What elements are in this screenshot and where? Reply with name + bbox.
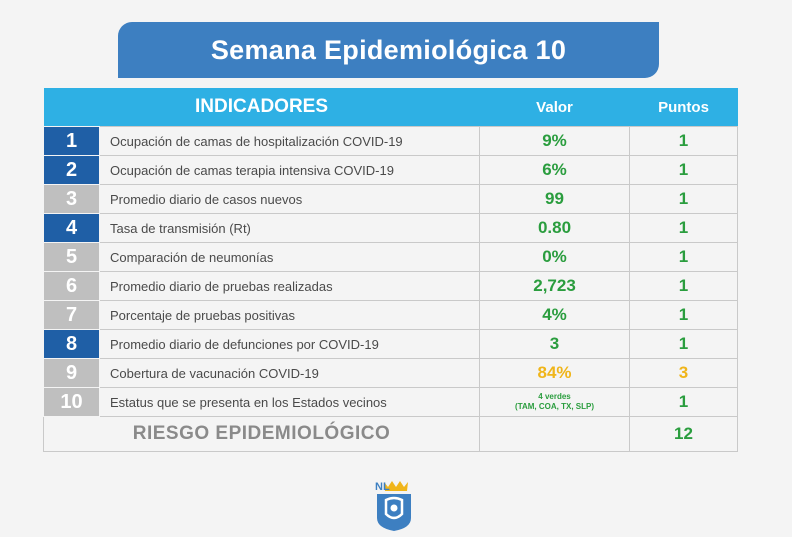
total-label: RIESGO EPIDEMIOLÓGICO — [42, 416, 481, 452]
indicator-label: Cobertura de vacunación COVID-19 — [98, 358, 481, 388]
indicator-value: 0% — [479, 242, 631, 272]
neighbor-states-list: (TAM, COA, TX, SLP) — [515, 402, 594, 411]
total-value-empty — [479, 416, 631, 452]
indicators-table: INDICADORES Valor Puntos 1 Ocupación de … — [42, 88, 739, 452]
indicator-label: Promedio diario de pruebas realizadas — [98, 271, 481, 301]
logo-text: NL — [375, 481, 390, 493]
indicator-label: Ocupación de camas terapia intensiva COV… — [98, 155, 481, 185]
row-number: 6 — [43, 271, 100, 301]
indicator-value: 4 verdes (TAM, COA, TX, SLP) — [479, 387, 631, 417]
indicator-points: 1 — [629, 387, 739, 417]
row-number: 5 — [43, 242, 100, 272]
indicator-label: Ocupación de camas de hospitalización CO… — [98, 126, 481, 156]
table-row: 1 Ocupación de camas de hospitalización … — [43, 126, 739, 156]
indicators-table-container: INDICADORES Valor Puntos 1 Ocupación de … — [42, 88, 739, 452]
row-number: 2 — [43, 155, 100, 185]
table-row: 9 Cobertura de vacunación COVID-19 84% 3 — [43, 358, 739, 388]
indicator-label: Promedio diario de defunciones por COVID… — [98, 329, 481, 359]
page-title: Semana Epidemiológica 10 — [118, 22, 659, 78]
row-number: 1 — [43, 126, 100, 156]
indicator-value: 84% — [479, 358, 631, 388]
total-points: 12 — [629, 416, 739, 452]
indicator-label: Tasa de transmisión (Rt) — [98, 213, 481, 243]
indicator-points: 1 — [629, 126, 739, 156]
indicator-value: 4% — [479, 300, 631, 330]
neighbor-states-count: 4 verdes — [538, 392, 571, 401]
indicator-points: 1 — [629, 300, 739, 330]
indicator-value: 9% — [479, 126, 631, 156]
indicator-value: 0.80 — [479, 213, 631, 243]
indicator-points: 3 — [629, 358, 739, 388]
indicator-points: 1 — [629, 155, 739, 185]
row-number: 3 — [43, 184, 100, 214]
header-indicators: INDICADORES — [43, 88, 480, 127]
indicator-value: 99 — [479, 184, 631, 214]
indicator-value: 6% — [479, 155, 631, 185]
indicator-label: Comparación de neumonías — [98, 242, 481, 272]
nuevo-leon-shield-icon: NL — [374, 478, 414, 532]
row-number: 10 — [43, 387, 100, 417]
row-number: 7 — [43, 300, 100, 330]
table-row: 7 Porcentaje de pruebas positivas 4% 1 — [43, 300, 739, 330]
table-row: 4 Tasa de transmisión (Rt) 0.80 1 — [43, 213, 739, 243]
indicator-points: 1 — [629, 213, 739, 243]
row-number: 8 — [43, 329, 100, 359]
indicator-points: 1 — [629, 242, 739, 272]
table-row: 8 Promedio diario de defunciones por COV… — [43, 329, 739, 359]
table-row: 2 Ocupación de camas terapia intensiva C… — [43, 155, 739, 185]
indicator-value: 3 — [479, 329, 631, 359]
indicator-points: 1 — [629, 184, 739, 214]
header-points: Puntos — [629, 88, 738, 127]
indicator-points: 1 — [629, 271, 739, 301]
indicator-label: Porcentaje de pruebas positivas — [98, 300, 481, 330]
row-number: 9 — [43, 358, 100, 388]
indicator-label: Promedio diario de casos nuevos — [98, 184, 481, 214]
header-value: Valor — [479, 88, 630, 127]
indicator-points: 1 — [629, 329, 739, 359]
indicator-value: 2,723 — [479, 271, 631, 301]
table-row: 6 Promedio diario de pruebas realizadas … — [43, 271, 739, 301]
table-row: 3 Promedio diario de casos nuevos 99 1 — [43, 184, 739, 214]
table-header-row: INDICADORES Valor Puntos — [43, 88, 738, 127]
row-number: 4 — [43, 213, 100, 243]
indicator-label: Estatus que se presenta en los Estados v… — [98, 387, 481, 417]
table-row: 5 Comparación de neumonías 0% 1 — [43, 242, 739, 272]
table-row: 10 Estatus que se presenta en los Estado… — [43, 387, 739, 417]
total-row: RIESGO EPIDEMIOLÓGICO 12 — [42, 416, 739, 452]
